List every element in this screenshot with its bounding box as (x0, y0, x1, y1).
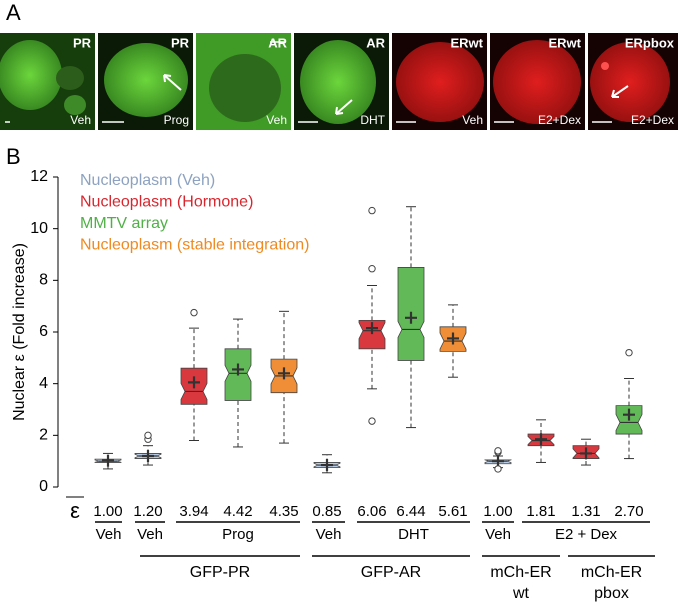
outlier (368, 206, 376, 215)
mean-marker (405, 311, 417, 324)
nucleus (209, 54, 281, 122)
epsilon-value: 1.20 (133, 503, 162, 520)
y-tick-label: 10 (30, 220, 48, 237)
construct-label: wt (512, 585, 530, 602)
outlier (368, 265, 376, 273)
epsilon-value: 1.81 (526, 503, 555, 520)
micrographs (0, 33, 678, 130)
image-label: AR (366, 35, 385, 50)
mean-marker (102, 454, 114, 467)
nucleus (300, 40, 376, 124)
construct-label: GFP-PR (190, 564, 250, 581)
image-label: AR (268, 35, 287, 50)
outlier (144, 431, 152, 440)
epsilon-value: 4.35 (269, 503, 298, 520)
y-tick-label: 4 (39, 375, 48, 392)
array-spot (601, 62, 609, 70)
image-condition: E2+Dex (631, 113, 674, 127)
epsilon-value: 1.00 (93, 503, 122, 520)
condition-label: Prog (222, 526, 254, 543)
arrows (163, 74, 629, 115)
outlier (368, 417, 376, 425)
outlier (494, 447, 502, 455)
condition-label: Veh (316, 526, 342, 543)
condition-label: Veh (96, 526, 122, 543)
image-label: ERwt (451, 35, 484, 50)
legend-entry: MMTV array (80, 215, 168, 232)
y-tick-label: 8 (39, 272, 48, 289)
y-tick-label: 0 (39, 478, 48, 495)
legend-entry: Nucleoplasm (Veh) (80, 172, 215, 189)
y-tick-label: 6 (39, 323, 48, 340)
nucleus (493, 40, 581, 124)
image-label: PR (73, 35, 92, 50)
epsilon-value: 2.70 (614, 503, 643, 520)
image-condition: DHT (360, 113, 385, 127)
mean-marker (492, 455, 504, 468)
mean-marker (232, 363, 244, 376)
mean-marker (366, 322, 378, 335)
epsilon-symbol: ε (70, 498, 80, 523)
y-tick-label: 2 (39, 427, 48, 444)
epsilon-value: 3.94 (179, 503, 208, 520)
outlier (625, 348, 633, 357)
y-axis-label: Nuclear ε (Fold increase) (11, 243, 28, 421)
y-tick-label: 12 (30, 168, 48, 185)
nucleus (590, 42, 670, 122)
epsilon-value: 1.00 (483, 503, 512, 520)
image-condition: Veh (462, 113, 483, 127)
legend-entry: Nucleoplasm (Hormone) (80, 194, 253, 211)
epsilon-value: 1.31 (571, 503, 600, 520)
scale-bars (5, 41, 612, 123)
chart: 0 2 4 6 8 10 12 Nuclear ε (Fold increase) Nucleo… (11, 168, 655, 602)
image-condition: Veh (266, 113, 287, 127)
condition-label: E2 + Dex (555, 526, 618, 543)
cell (0, 40, 62, 110)
nucleus (56, 66, 84, 90)
nucleus (64, 95, 86, 115)
panel-label: B (6, 144, 21, 169)
image-condition: E2+Dex (538, 113, 581, 127)
nucleus (104, 43, 188, 117)
legend-entry: Nucleoplasm (stable integration) (80, 237, 309, 254)
outlier (494, 465, 502, 473)
mean-marker (623, 408, 635, 421)
image-label: PR (171, 35, 190, 50)
image-condition: Veh (70, 113, 91, 127)
mean-marker (321, 459, 333, 472)
mean-marker (188, 376, 200, 389)
mean-marker (535, 433, 547, 446)
mean-marker (142, 450, 154, 462)
outlier (190, 308, 198, 317)
construct-label: GFP-AR (361, 564, 421, 581)
image-label: ERwt (549, 35, 582, 50)
mean-marker (447, 332, 459, 345)
epsilon-value: 4.42 (223, 503, 252, 520)
epsilon-value: 0.85 (312, 503, 341, 520)
epsilon-value: 6.44 (396, 503, 425, 520)
condition-label: DHT (398, 526, 429, 543)
epsilon-value: 6.06 (357, 503, 386, 520)
construct-label: mCh-ER (490, 564, 551, 581)
panel-label: A (6, 0, 21, 25)
image-condition: Prog (164, 113, 189, 127)
construct-label: mCh-ER (581, 564, 642, 581)
mean-marker (278, 367, 290, 380)
condition-label: Veh (485, 526, 511, 543)
mean-marker (580, 447, 592, 460)
epsilon-value: 5.61 (438, 503, 467, 520)
construct-label: pbox (594, 585, 629, 602)
nucleus (396, 42, 484, 122)
condition-label: Veh (137, 526, 163, 543)
image-label: ERpbox (625, 35, 675, 50)
box (358, 319, 386, 350)
